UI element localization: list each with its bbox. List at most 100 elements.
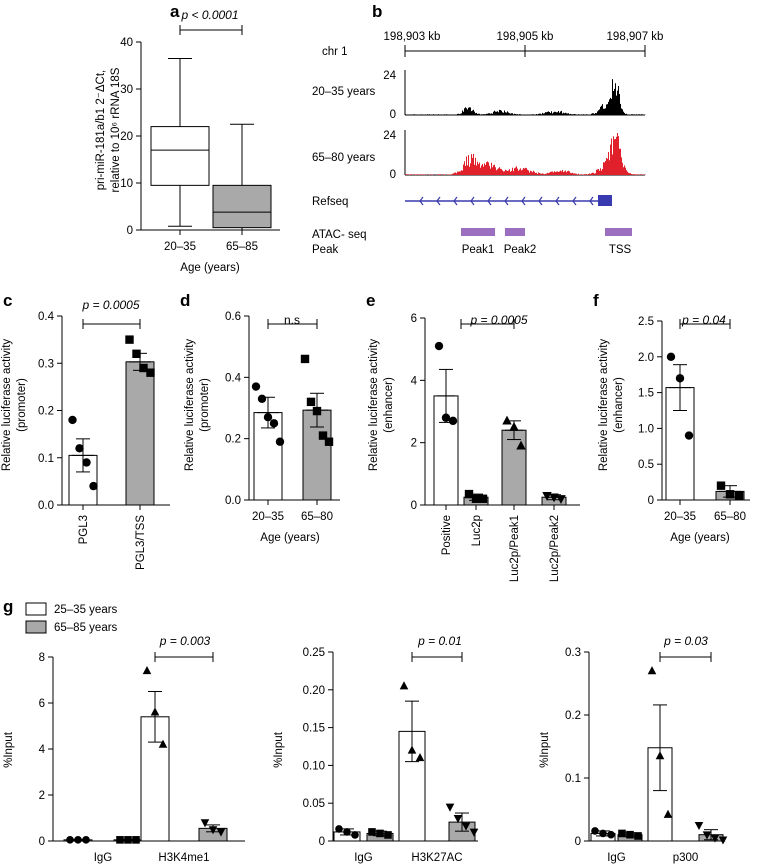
panel-f-ylabel-1: Relative luciferase activity [598,339,610,472]
panel-f-point-1-2 [734,491,744,500]
panel-f-y-tick-label-0: 0 [648,495,654,507]
panel-g1-point-0-1-0 [116,836,124,844]
panel-f-point-0-1 [675,374,685,383]
panel-b-peak2-box [505,228,525,236]
panel-f-xlabel: Age (years) [670,532,730,544]
panel-e-y-tick-label-2: 4 [411,375,418,387]
panel-a-box-0 [150,126,210,186]
panel-e-x-label-3: Luc2p/Peak2 [549,515,561,582]
panel-f-y-tick-label-5: 2.5 [638,316,654,328]
panel-d-point-1-4 [324,437,334,446]
panel-g3-point-1-0-2 [663,809,673,818]
panel-b-track-young-ymax: 24 [383,70,396,82]
panel-g2-point-0-1-2 [384,831,392,839]
panel-a-ylabel-1: pri-miR-181a/b1 2⁻ΔCt, [95,70,107,191]
panel-d-point-0-1 [257,394,267,403]
panel-g3-point-1-0-1 [655,751,665,760]
panel-a: a pri-miR-181a/b1 2⁻ΔCt, relative to 10⁶… [95,2,280,274]
panel-f-y-tick-label-4: 2.0 [638,352,654,364]
panel-g2-point-0-0-0 [335,825,343,833]
panel-a-xlabel: Age (years) [180,262,240,274]
panel-b-refseq-label: Refseq [312,196,348,208]
panel-g3-y-tick-label-3: 0.3 [565,647,581,659]
panel-f-x-label-0: 20–35 [664,511,696,523]
panel-a-y-tick-label-0: 0 [127,225,133,237]
panel-b-peak1-box [461,228,495,236]
panel-f-x-label-1: 65–80 [714,511,746,523]
panel-g1-y-tick-label-3: 6 [39,698,45,710]
refseq-arrow [419,196,424,206]
panel-g1-x-label-1: H3K4me1 [158,852,209,864]
legend-label-old: 65–85 years [54,622,118,634]
panel-e-x-label-2: Luc2p/Peak1 [509,515,521,582]
panel-c-point-0-2 [82,458,91,467]
panel-g3-point-0-0-0 [591,827,599,835]
panel-g3-y-tick-label-2: 0.2 [565,710,581,722]
panel-c-y-tick-label-4: 0.4 [38,311,55,323]
panel-g1-point-1-1-1 [208,826,218,835]
panel-g: g 25–35 years 65–85 years %Input p = 0.0… [3,597,728,864]
panel-b: b chr 1 198,903 kb 198,905 kb 198,907 kb… [312,2,663,256]
panel-g1-point-1-0-1 [150,707,160,716]
panel-e-y-tick-label-3: 6 [411,313,417,325]
panel-e-point-0-2 [448,416,458,426]
panel-e-y-tick-label-1: 2 [411,438,417,450]
panel-g2-chart: 0 0.05 0.10 0.15 0.20 0.25 IgG H3K27AC [303,647,479,864]
panel-e-point-3-2 [556,495,566,504]
panel-e-ylabel-2: (enhancer) [383,377,395,433]
panel-e-bar-2 [501,429,527,506]
panel-c-y-tick-label-0: 0.0 [38,500,54,512]
panel-d-point-1-1 [306,397,316,407]
panel-a-chart: 0 10 20 30 40 20–35 65–85 [120,25,280,253]
panel-b-peak2-label: Peak2 [504,244,537,256]
panel-d-point-1-3 [318,431,328,440]
panel-e-letter: e [366,291,375,310]
refseq-arrow [555,196,560,206]
panel-c-x-label-0: PGL3 [78,515,90,544]
panel-d-x-label-1: 65–80 [301,511,333,523]
panel-c-ylabel-2: (promoter) [16,378,28,432]
panel-g2-ylabel: %Input [273,731,285,768]
panel-e-point-2-0 [502,415,512,425]
panel-e-point-1-0 [464,489,474,499]
panel-d-letter: d [180,291,190,310]
panel-d-y-tick-label-0: 0.0 [225,495,241,507]
panel-c-point-0-0 [68,415,77,425]
panel-a-x-label-0: 20–35 [164,241,196,253]
panel-f-point-0-0 [666,352,676,361]
legend-swatch-young [25,602,47,616]
panel-g2-point-0-1-1 [376,829,384,838]
refseq-arrow [504,196,509,206]
panel-c-y-tick-label-1: 0.1 [38,453,54,465]
panel-b-track-old-ymax: 24 [383,130,396,142]
panel-a-pvalue: p < 0.0001 [180,8,238,22]
panel-g2-point-0-0-1 [343,828,351,836]
panel-d-y-tick-label-3: 0.6 [225,311,241,323]
panel-g1-chart: 0 2 4 6 8 IgG H3K4me1 [39,652,245,864]
panel-g1-pvalue: p = 0.003 [159,634,211,648]
refseq-arrow [538,196,543,206]
panel-a-ylabel-2: relative to 10⁶ rRNA 18S [110,67,122,192]
panel-e-ylabel-1: Relative luciferase activity [368,339,380,472]
refseq-arrow [589,196,594,206]
panel-g1-point-0-1-2 [132,836,140,844]
panel-g1-point-0-0-2 [82,836,90,844]
panel-d-ylabel-2: (promoter) [199,378,211,432]
panel-f-point-0-2 [684,431,694,440]
panel-c-pvalue: p = 0.0005 [81,298,139,312]
panel-b-coord-1: 198,903 kb [384,31,441,43]
panel-g1-y-tick-label-2: 4 [39,744,46,756]
panel-g3-y-tick-label-0: 0 [575,836,581,848]
panel-e-point-2-2 [516,440,526,450]
panel-d-chart: 0.0 0.2 0.4 0.6 20–35 65–80 [225,311,340,523]
panel-c-point-0-3 [89,481,98,491]
panel-g1-y-tick-label-0: 0 [39,836,45,848]
panel-g2-point-0-1-0 [368,828,376,836]
panel-c-bar-1 [125,361,155,506]
panel-g2-point-1-0-2 [415,753,425,762]
panel-g2-point-1-1-2 [461,822,471,831]
panel-g2-y-tick-label-3: 0.15 [303,723,325,735]
panel-b-track-young-label: 20–35 years [312,86,376,98]
panel-g3-chart: 0 0.1 0.2 0.3 IgG p300 [565,647,728,864]
legend-label-young: 25–35 years [54,604,118,616]
